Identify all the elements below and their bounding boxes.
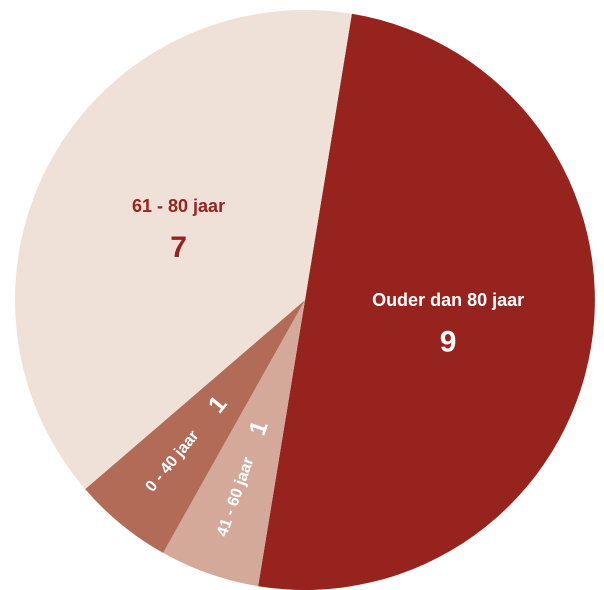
pie-slice xyxy=(14,9,352,490)
pie-slice xyxy=(85,300,305,553)
slice-value: 7 xyxy=(170,231,187,264)
slice-label: 61 - 80 jaar xyxy=(132,196,225,216)
slice-value: 9 xyxy=(440,325,457,358)
pie-slice xyxy=(163,300,305,587)
slice-label: Ouder dan 80 jaar xyxy=(372,290,524,310)
pie-slice xyxy=(258,13,595,590)
